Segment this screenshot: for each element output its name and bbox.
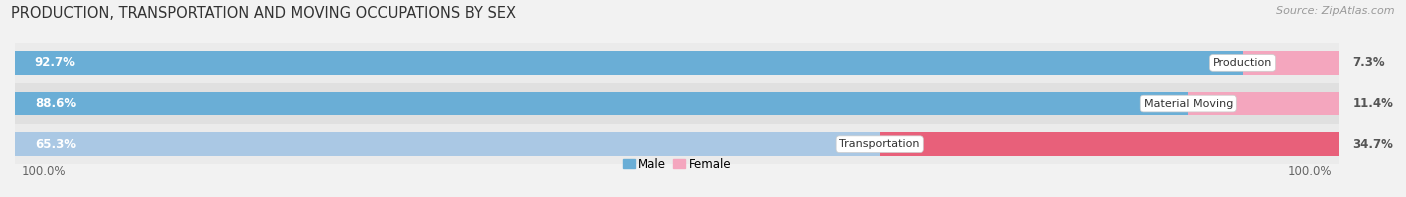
Text: 65.3%: 65.3%	[35, 138, 76, 151]
Bar	[15, 43, 1340, 83]
Text: Transportation: Transportation	[839, 139, 920, 149]
Bar	[15, 132, 880, 156]
Bar	[15, 51, 1243, 75]
Text: 88.6%: 88.6%	[35, 97, 76, 110]
Bar	[15, 124, 1340, 164]
Text: 7.3%: 7.3%	[1353, 57, 1385, 70]
Text: 100.0%: 100.0%	[21, 165, 66, 178]
Text: PRODUCTION, TRANSPORTATION AND MOVING OCCUPATIONS BY SEX: PRODUCTION, TRANSPORTATION AND MOVING OC…	[11, 6, 516, 21]
Text: 92.7%: 92.7%	[35, 57, 76, 70]
Bar	[15, 83, 1340, 124]
Text: 11.4%: 11.4%	[1353, 97, 1393, 110]
Bar	[15, 92, 1188, 115]
Text: Source: ZipAtlas.com: Source: ZipAtlas.com	[1277, 6, 1395, 16]
Text: 100.0%: 100.0%	[1288, 165, 1333, 178]
Text: 34.7%: 34.7%	[1353, 138, 1393, 151]
Bar	[1188, 92, 1340, 115]
Text: Material Moving: Material Moving	[1143, 98, 1233, 109]
Bar	[1243, 51, 1340, 75]
Bar	[880, 132, 1340, 156]
Legend: Male, Female: Male, Female	[623, 158, 731, 171]
Text: Production: Production	[1213, 58, 1272, 68]
